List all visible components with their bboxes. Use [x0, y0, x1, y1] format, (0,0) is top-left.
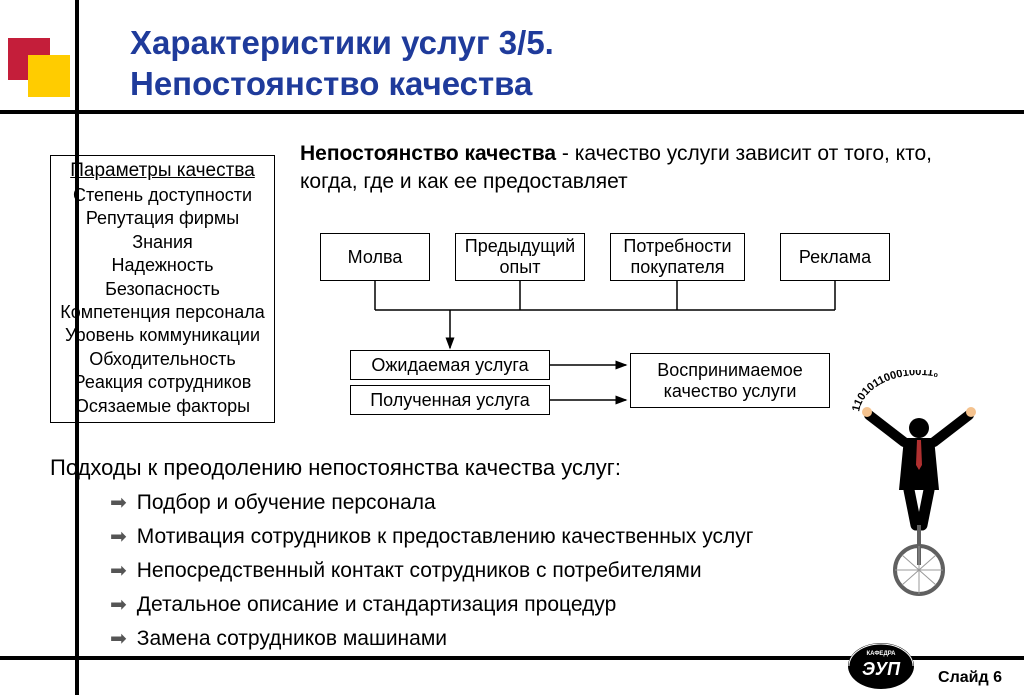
perceived-quality-box: Воспринимаемое качество услуги	[630, 353, 830, 408]
juggler-illustration: 110101100010011₀	[844, 370, 994, 600]
parameters-box: Параметры качества Степень доступностиРе…	[50, 155, 275, 423]
parameters-title: Параметры качества	[53, 160, 272, 182]
parameter-item: Осязаемые факторы	[53, 395, 272, 418]
kafedra-mid-text: ЭУП	[862, 659, 901, 679]
parameter-item: Степень доступности	[53, 184, 272, 207]
slide-title: Характеристики услуг 3/5. Непостоянство …	[130, 22, 554, 105]
approach-text: Замена сотрудников машинами	[137, 627, 447, 651]
approach-text: Мотивация сотрудников к предоставлению к…	[137, 525, 754, 549]
definition-term: Непостоянство качества	[300, 142, 556, 165]
yellow-square-icon	[28, 55, 70, 97]
approach-item: ➡ Непосредственный контакт сотрудников с …	[110, 558, 753, 583]
svg-text:110101100010011₀: 110101100010011₀	[850, 370, 939, 413]
parameter-item: Надежность	[53, 254, 272, 277]
arrow-bullet-icon: ➡	[110, 626, 127, 651]
flow-source-box: Потребности покупателя	[610, 233, 745, 281]
parameter-item: Реакция сотрудников	[53, 371, 272, 394]
parameter-item: Компетенция персонала	[53, 301, 272, 324]
approach-item: ➡ Замена сотрудников машинами	[110, 626, 753, 651]
received-service-box: Полученная услуга	[350, 385, 550, 415]
flow-source-box: Реклама	[780, 233, 890, 281]
parameters-list: Степень доступностиРепутация фирмыЗнания…	[53, 184, 272, 418]
approach-text: Подбор и обучение персонала	[137, 491, 436, 515]
parameter-item: Безопасность	[53, 278, 272, 301]
arrow-bullet-icon: ➡	[110, 524, 127, 549]
arrow-bullet-icon: ➡	[110, 558, 127, 583]
parameter-item: Уровень коммуникации	[53, 324, 272, 347]
parameter-item: Репутация фирмы	[53, 207, 272, 230]
flow-source-box: Молва	[320, 233, 430, 281]
title-line-1: Характеристики услуг 3/5.	[130, 22, 554, 63]
parameter-item: Знания	[53, 231, 272, 254]
top-rule	[0, 110, 1024, 114]
department-logo: КАФЕДРА ЭУП	[846, 641, 916, 691]
approaches-list: ➡ Подбор и обучение персонала ➡ Мотивация с…	[110, 490, 753, 660]
kafedra-top-text: КАФЕДРА	[866, 651, 896, 657]
arrow-bullet-icon: ➡	[110, 592, 127, 617]
parameter-item: Обходительность	[53, 348, 272, 371]
approach-item: ➡ Детальное описание и стандартизация про…	[110, 592, 753, 617]
approaches-heading: Подходы к преодолению непостоянства каче…	[50, 455, 621, 481]
definition-text: Непостоянство качества - качество услуги…	[300, 140, 960, 197]
arrow-bullet-icon: ➡	[110, 490, 127, 515]
approach-text: Непосредственный контакт сотрудников с п…	[137, 559, 702, 583]
slide-number: Слайд 6	[938, 669, 1002, 687]
expected-service-box: Ожидаемая услуга	[350, 350, 550, 380]
approach-text: Детальное описание и стандартизация проц…	[137, 593, 616, 617]
flow-source-box: Предыдущий опыт	[455, 233, 585, 281]
title-line-2: Непостоянство качества	[130, 63, 554, 104]
approach-item: ➡ Мотивация сотрудников к предоставлению …	[110, 524, 753, 549]
approach-item: ➡ Подбор и обучение персонала	[110, 490, 753, 515]
